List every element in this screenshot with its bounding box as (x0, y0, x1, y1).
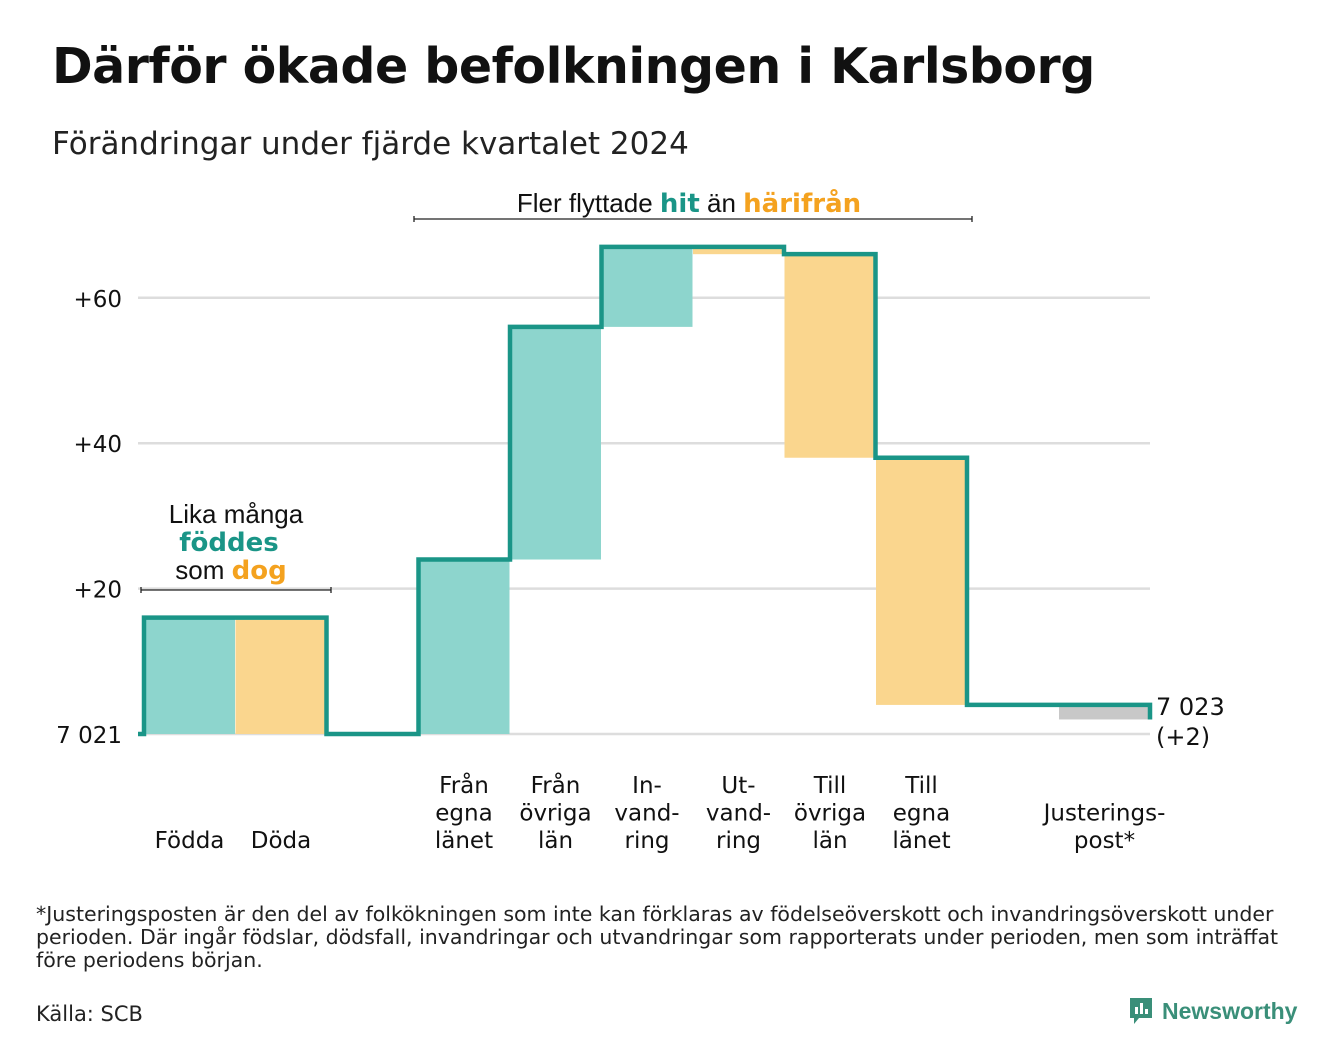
x-label: Till (813, 773, 847, 799)
end-value-label: 7 023 (1156, 693, 1225, 721)
x-label: Döda (251, 828, 311, 854)
x-label: vand- (706, 801, 771, 827)
end-label: 7 023(+2) (1156, 693, 1225, 751)
x-label: Ut- (721, 773, 755, 799)
births-annotation-pre: som (175, 555, 231, 585)
x-label: län (812, 828, 847, 854)
x-label: länet (892, 828, 950, 854)
newsworthy-logo-icon (1130, 998, 1152, 1024)
migration-annotation-out: härifrån (743, 187, 861, 219)
x-label: övriga (519, 801, 591, 827)
brand: Newsworthy (1128, 996, 1297, 1026)
births-annotation-line3: som dog (175, 555, 286, 586)
step-line-path (138, 244, 1153, 737)
migration-annotation-mid: än (700, 188, 743, 218)
x-label: In- (632, 773, 662, 799)
step-line (138, 244, 1153, 737)
x-label: egna (893, 801, 950, 827)
end-change-label: (+2) (1156, 723, 1210, 751)
migration-annotation-pre: Fler flyttade (517, 188, 660, 218)
x-label: Till (904, 773, 938, 799)
x-label: län (538, 828, 573, 854)
bar (601, 246, 693, 327)
y-tick-label: +40 (73, 432, 122, 458)
bar (1059, 704, 1150, 720)
bar (235, 617, 327, 734)
x-label: Justerings- (1042, 801, 1166, 827)
footnote: *Justeringsposten är den del av folkökni… (36, 902, 1279, 972)
bar (876, 457, 967, 705)
x-label: vand- (614, 801, 679, 827)
chart-title: Därför ökade befolkningen i Karlsborg (52, 38, 1095, 95)
births-bracket (140, 587, 332, 593)
migration-annotation-in: hit (660, 189, 700, 219)
x-label: Födda (155, 828, 225, 854)
waterfall-chart: 7 021+20+40+60 Födda DödaFrånegnalänetFrå… (56, 187, 1225, 854)
x-label: länet (435, 828, 493, 854)
source: Källa: SCB (36, 1002, 143, 1026)
bar (144, 617, 235, 734)
x-label: Från (531, 771, 581, 799)
x-label: Från (439, 771, 489, 799)
bar (693, 246, 784, 255)
y-tick-label: +60 (73, 287, 122, 313)
bar (418, 559, 510, 734)
migration-annotation: Fler flyttade hit än härifrån (517, 187, 861, 219)
y-axis: 7 021 +20 +40 +60 (56, 287, 122, 749)
y-tick-label: 7 021 (56, 723, 122, 749)
chart-subtitle: Förändringar under fjärde kvartalet 2024 (52, 126, 689, 162)
brand-name: Newsworthy (1162, 997, 1298, 1024)
births-annotation-out: dog (232, 556, 287, 586)
bar (784, 254, 876, 458)
bar (510, 326, 601, 560)
x-axis-labels: Födda DödaFrånegnalänetFrånövrigalänIn-va… (155, 771, 1166, 854)
x-label: övriga (794, 801, 866, 827)
y-tick-label: +20 (73, 578, 122, 604)
births-annotation-highlight: föddes (179, 528, 279, 558)
x-label: post* (1074, 828, 1135, 854)
births-annotation-line1: Lika många (169, 499, 304, 529)
x-label: ring (716, 828, 761, 854)
bars (144, 246, 1150, 734)
migration-bracket (413, 216, 973, 222)
x-label: egna (435, 801, 492, 827)
x-label: ring (624, 828, 669, 854)
